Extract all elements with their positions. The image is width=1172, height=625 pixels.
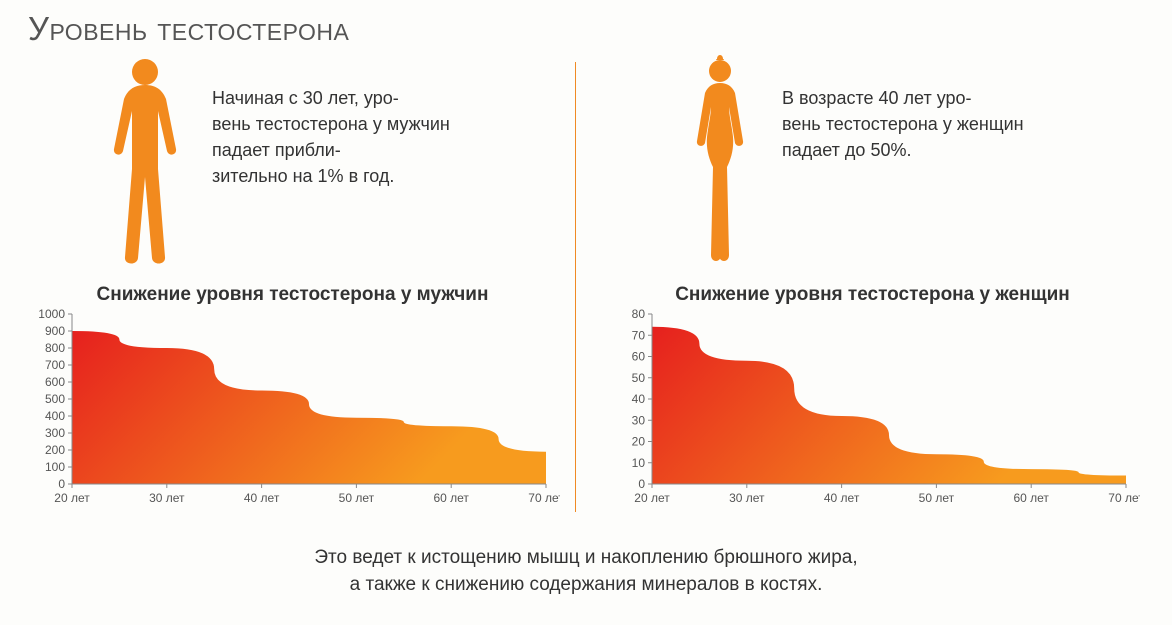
footer-note: Это ведет к истощению мышц и накоплению … xyxy=(0,545,1172,598)
svg-text:200: 200 xyxy=(45,443,65,457)
svg-text:60 лет: 60 лет xyxy=(433,491,469,505)
svg-text:70: 70 xyxy=(632,328,646,342)
svg-text:20 лет: 20 лет xyxy=(634,491,670,505)
svg-text:20 лет: 20 лет xyxy=(54,491,90,505)
female-panel: В возрасте 40 лет уро-вень тестостерона … xyxy=(600,55,1145,508)
male-chart: 0 100 200 300 400 500 600 700 800 900 1000 20 лет 3… xyxy=(30,308,565,508)
svg-text:30 лет: 30 лет xyxy=(729,491,765,505)
female-chart: 0 10 20 30 40 50 60 70 80 20 лет 30 лет 40 лет 50 л… xyxy=(610,308,1145,508)
svg-text:80: 80 xyxy=(632,308,646,321)
svg-text:30 лет: 30 лет xyxy=(149,491,185,505)
svg-text:700: 700 xyxy=(45,358,65,372)
svg-text:600: 600 xyxy=(45,375,65,389)
vertical-divider xyxy=(575,62,576,512)
svg-text:400: 400 xyxy=(45,409,65,423)
svg-text:50 лет: 50 лет xyxy=(919,491,955,505)
svg-text:60: 60 xyxy=(632,350,646,364)
svg-text:10: 10 xyxy=(632,456,646,470)
svg-text:70 лет: 70 лет xyxy=(1108,491,1140,505)
svg-text:70 лет: 70 лет xyxy=(528,491,560,505)
svg-text:300: 300 xyxy=(45,426,65,440)
svg-text:500: 500 xyxy=(45,392,65,406)
female-blurb: В возрасте 40 лет уро-вень тестостерона … xyxy=(782,55,1042,163)
female-figure-icon xyxy=(680,55,760,270)
male-figure-icon xyxy=(100,55,190,270)
svg-text:0: 0 xyxy=(58,477,65,491)
svg-text:1000: 1000 xyxy=(38,308,65,321)
svg-text:900: 900 xyxy=(45,324,65,338)
male-panel: Начиная с 30 лет, уро-вень тестостерона … xyxy=(20,55,565,508)
svg-text:800: 800 xyxy=(45,341,65,355)
page-title: Уровень тестостерона xyxy=(28,10,349,48)
svg-text:60 лет: 60 лет xyxy=(1013,491,1049,505)
svg-text:20: 20 xyxy=(632,435,646,449)
male-chart-title: Снижение уровня тестостерона у мужчин xyxy=(20,284,565,306)
svg-text:50: 50 xyxy=(632,371,646,385)
svg-text:50 лет: 50 лет xyxy=(339,491,375,505)
svg-text:0: 0 xyxy=(638,477,645,491)
svg-text:100: 100 xyxy=(45,460,65,474)
svg-text:40: 40 xyxy=(632,392,646,406)
female-chart-title: Снижение уровня тестостерона у женщин xyxy=(600,284,1145,306)
male-blurb: Начиная с 30 лет, уро-вень тестостерона … xyxy=(212,55,472,189)
svg-text:40 лет: 40 лет xyxy=(824,491,860,505)
svg-text:30: 30 xyxy=(632,413,646,427)
svg-text:40 лет: 40 лет xyxy=(244,491,280,505)
